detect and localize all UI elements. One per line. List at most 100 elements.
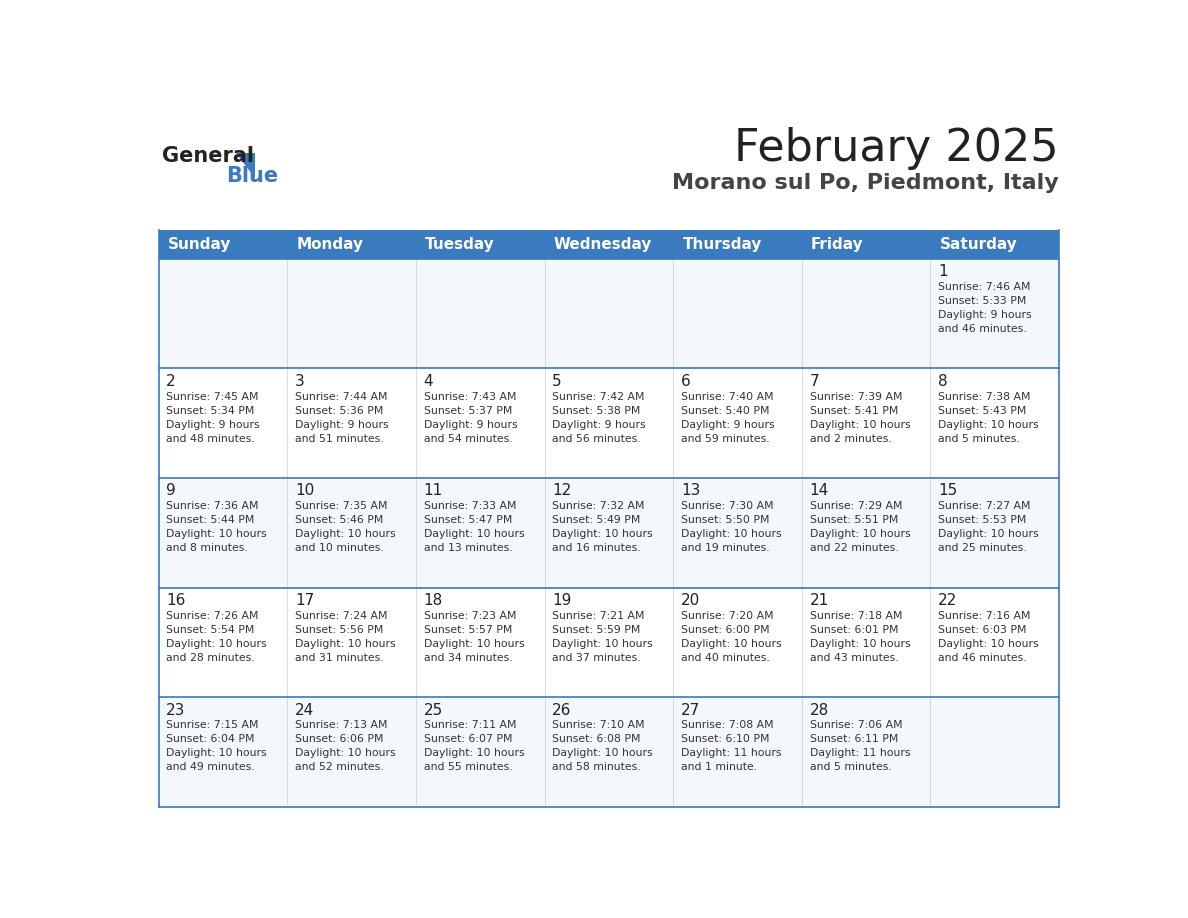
Text: 10: 10: [295, 484, 314, 498]
Text: 21: 21: [809, 593, 829, 608]
Text: Sunrise: 7:24 AM
Sunset: 5:56 PM
Daylight: 10 hours
and 31 minutes.: Sunrise: 7:24 AM Sunset: 5:56 PM Dayligh…: [295, 610, 396, 663]
Text: 26: 26: [552, 703, 571, 718]
Text: Sunrise: 7:16 AM
Sunset: 6:03 PM
Daylight: 10 hours
and 46 minutes.: Sunrise: 7:16 AM Sunset: 6:03 PM Dayligh…: [939, 610, 1038, 663]
Bar: [158, 259, 287, 368]
Bar: [674, 698, 802, 807]
Text: Sunrise: 7:20 AM
Sunset: 6:00 PM
Daylight: 10 hours
and 40 minutes.: Sunrise: 7:20 AM Sunset: 6:00 PM Dayligh…: [681, 610, 782, 663]
Text: Sunrise: 7:26 AM
Sunset: 5:54 PM
Daylight: 10 hours
and 28 minutes.: Sunrise: 7:26 AM Sunset: 5:54 PM Dayligh…: [166, 610, 267, 663]
Polygon shape: [236, 153, 255, 178]
Text: 11: 11: [424, 484, 443, 498]
Bar: [930, 368, 1060, 478]
Bar: [544, 588, 674, 698]
Text: Sunrise: 7:45 AM
Sunset: 5:34 PM
Daylight: 9 hours
and 48 minutes.: Sunrise: 7:45 AM Sunset: 5:34 PM Dayligh…: [166, 391, 260, 443]
Bar: [287, 259, 416, 368]
Text: Friday: Friday: [811, 237, 864, 252]
Bar: [802, 698, 930, 807]
Text: 8: 8: [939, 374, 948, 389]
Text: 2: 2: [166, 374, 176, 389]
Text: Thursday: Thursday: [682, 237, 762, 252]
Text: 27: 27: [681, 703, 700, 718]
Bar: [287, 478, 416, 588]
Text: Wednesday: Wednesday: [554, 237, 652, 252]
Bar: [930, 259, 1060, 368]
Text: Sunrise: 7:44 AM
Sunset: 5:36 PM
Daylight: 9 hours
and 51 minutes.: Sunrise: 7:44 AM Sunset: 5:36 PM Dayligh…: [295, 391, 388, 443]
Bar: [802, 259, 930, 368]
Text: 7: 7: [809, 374, 820, 389]
Text: Tuesday: Tuesday: [425, 237, 495, 252]
Text: Sunrise: 7:39 AM
Sunset: 5:41 PM
Daylight: 10 hours
and 2 minutes.: Sunrise: 7:39 AM Sunset: 5:41 PM Dayligh…: [809, 391, 910, 443]
Text: 22: 22: [939, 593, 958, 608]
Text: Sunrise: 7:36 AM
Sunset: 5:44 PM
Daylight: 10 hours
and 8 minutes.: Sunrise: 7:36 AM Sunset: 5:44 PM Dayligh…: [166, 501, 267, 554]
Text: 16: 16: [166, 593, 185, 608]
Bar: [416, 368, 544, 478]
Bar: [802, 478, 930, 588]
Text: Sunrise: 7:21 AM
Sunset: 5:59 PM
Daylight: 10 hours
and 37 minutes.: Sunrise: 7:21 AM Sunset: 5:59 PM Dayligh…: [552, 610, 653, 663]
Bar: [158, 368, 287, 478]
Text: Sunrise: 7:27 AM
Sunset: 5:53 PM
Daylight: 10 hours
and 25 minutes.: Sunrise: 7:27 AM Sunset: 5:53 PM Dayligh…: [939, 501, 1038, 554]
Text: 9: 9: [166, 484, 176, 498]
Text: Sunrise: 7:29 AM
Sunset: 5:51 PM
Daylight: 10 hours
and 22 minutes.: Sunrise: 7:29 AM Sunset: 5:51 PM Dayligh…: [809, 501, 910, 554]
Text: Sunday: Sunday: [168, 237, 232, 252]
Bar: [287, 698, 416, 807]
Text: 13: 13: [681, 484, 700, 498]
Bar: [287, 588, 416, 698]
Text: 4: 4: [424, 374, 434, 389]
Bar: [930, 698, 1060, 807]
Text: 15: 15: [939, 484, 958, 498]
Bar: [544, 698, 674, 807]
Bar: [930, 588, 1060, 698]
Text: 3: 3: [295, 374, 305, 389]
Bar: [416, 698, 544, 807]
Text: 5: 5: [552, 374, 562, 389]
Bar: [158, 478, 287, 588]
Text: Sunrise: 7:13 AM
Sunset: 6:06 PM
Daylight: 10 hours
and 52 minutes.: Sunrise: 7:13 AM Sunset: 6:06 PM Dayligh…: [295, 721, 396, 772]
Text: 19: 19: [552, 593, 571, 608]
Text: Sunrise: 7:46 AM
Sunset: 5:33 PM
Daylight: 9 hours
and 46 minutes.: Sunrise: 7:46 AM Sunset: 5:33 PM Dayligh…: [939, 282, 1032, 334]
Text: February 2025: February 2025: [734, 127, 1060, 170]
Text: Sunrise: 7:33 AM
Sunset: 5:47 PM
Daylight: 10 hours
and 13 minutes.: Sunrise: 7:33 AM Sunset: 5:47 PM Dayligh…: [424, 501, 524, 554]
Text: Monday: Monday: [297, 237, 364, 252]
Text: 23: 23: [166, 703, 185, 718]
Bar: [802, 368, 930, 478]
Bar: [674, 588, 802, 698]
Bar: [544, 259, 674, 368]
Bar: [287, 368, 416, 478]
Text: 1: 1: [939, 264, 948, 279]
Bar: [416, 259, 544, 368]
Bar: [416, 478, 544, 588]
Text: Sunrise: 7:06 AM
Sunset: 6:11 PM
Daylight: 11 hours
and 5 minutes.: Sunrise: 7:06 AM Sunset: 6:11 PM Dayligh…: [809, 721, 910, 772]
Text: Sunrise: 7:18 AM
Sunset: 6:01 PM
Daylight: 10 hours
and 43 minutes.: Sunrise: 7:18 AM Sunset: 6:01 PM Dayligh…: [809, 610, 910, 663]
Text: Sunrise: 7:43 AM
Sunset: 5:37 PM
Daylight: 9 hours
and 54 minutes.: Sunrise: 7:43 AM Sunset: 5:37 PM Dayligh…: [424, 391, 517, 443]
Text: 18: 18: [424, 593, 443, 608]
Text: Sunrise: 7:32 AM
Sunset: 5:49 PM
Daylight: 10 hours
and 16 minutes.: Sunrise: 7:32 AM Sunset: 5:49 PM Dayligh…: [552, 501, 653, 554]
Text: Sunrise: 7:10 AM
Sunset: 6:08 PM
Daylight: 10 hours
and 58 minutes.: Sunrise: 7:10 AM Sunset: 6:08 PM Dayligh…: [552, 721, 653, 772]
Bar: [802, 588, 930, 698]
Text: Sunrise: 7:35 AM
Sunset: 5:46 PM
Daylight: 10 hours
and 10 minutes.: Sunrise: 7:35 AM Sunset: 5:46 PM Dayligh…: [295, 501, 396, 554]
Bar: [674, 259, 802, 368]
Text: Sunrise: 7:15 AM
Sunset: 6:04 PM
Daylight: 10 hours
and 49 minutes.: Sunrise: 7:15 AM Sunset: 6:04 PM Dayligh…: [166, 721, 267, 772]
Text: 12: 12: [552, 484, 571, 498]
Text: Sunrise: 7:11 AM
Sunset: 6:07 PM
Daylight: 10 hours
and 55 minutes.: Sunrise: 7:11 AM Sunset: 6:07 PM Dayligh…: [424, 721, 524, 772]
Text: 6: 6: [681, 374, 690, 389]
Text: 20: 20: [681, 593, 700, 608]
Text: Morano sul Po, Piedmont, Italy: Morano sul Po, Piedmont, Italy: [672, 174, 1060, 194]
Text: Sunrise: 7:42 AM
Sunset: 5:38 PM
Daylight: 9 hours
and 56 minutes.: Sunrise: 7:42 AM Sunset: 5:38 PM Dayligh…: [552, 391, 646, 443]
Text: Sunrise: 7:23 AM
Sunset: 5:57 PM
Daylight: 10 hours
and 34 minutes.: Sunrise: 7:23 AM Sunset: 5:57 PM Dayligh…: [424, 610, 524, 663]
Text: Sunrise: 7:38 AM
Sunset: 5:43 PM
Daylight: 10 hours
and 5 minutes.: Sunrise: 7:38 AM Sunset: 5:43 PM Dayligh…: [939, 391, 1038, 443]
Bar: [158, 698, 287, 807]
Text: 14: 14: [809, 484, 829, 498]
Text: 24: 24: [295, 703, 314, 718]
Text: General: General: [163, 146, 254, 166]
Bar: [544, 478, 674, 588]
Text: 25: 25: [424, 703, 443, 718]
Text: Sunrise: 7:30 AM
Sunset: 5:50 PM
Daylight: 10 hours
and 19 minutes.: Sunrise: 7:30 AM Sunset: 5:50 PM Dayligh…: [681, 501, 782, 554]
Bar: [930, 478, 1060, 588]
Text: Blue: Blue: [226, 165, 278, 185]
Bar: [416, 588, 544, 698]
Text: Sunrise: 7:08 AM
Sunset: 6:10 PM
Daylight: 11 hours
and 1 minute.: Sunrise: 7:08 AM Sunset: 6:10 PM Dayligh…: [681, 721, 782, 772]
Text: Saturday: Saturday: [940, 237, 1018, 252]
Text: 17: 17: [295, 593, 314, 608]
Text: Sunrise: 7:40 AM
Sunset: 5:40 PM
Daylight: 9 hours
and 59 minutes.: Sunrise: 7:40 AM Sunset: 5:40 PM Dayligh…: [681, 391, 775, 443]
Bar: [158, 588, 287, 698]
Bar: [674, 368, 802, 478]
